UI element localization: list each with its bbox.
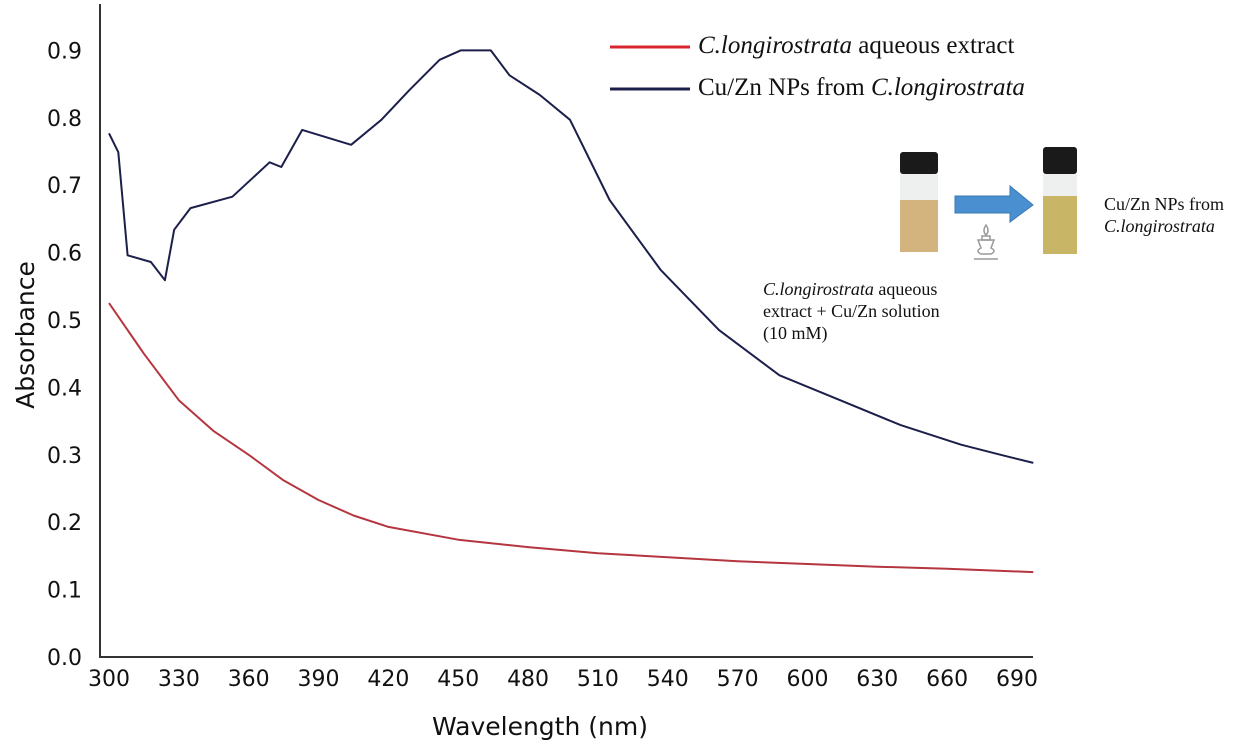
legend-label-nps: Cu/Zn NPs from C.longirostrata — [698, 74, 1025, 101]
x-axis-label: Wavelength (nm) — [432, 712, 648, 741]
legend-label-extract: C.longirostrata aqueous extract — [698, 32, 1015, 59]
x-tick-label: 300 — [88, 667, 130, 692]
x-tick-label: 540 — [647, 667, 689, 692]
y-tick-label: 0.7 — [47, 174, 82, 199]
y-tick-label: 0.2 — [47, 511, 82, 536]
x-tick-label: 330 — [158, 667, 200, 692]
series-line-extract — [108, 302, 1034, 574]
vial-glass — [900, 174, 938, 200]
y-axis-label: Absorbance — [11, 261, 40, 409]
burner-icon — [974, 223, 998, 260]
x-tick-label: 360 — [228, 667, 270, 692]
series-line-nps — [108, 49, 1034, 464]
vial-cap — [1043, 147, 1077, 174]
y-tick-label: 0.3 — [47, 444, 82, 469]
vial-glass — [1043, 174, 1077, 196]
vial-cap — [900, 152, 938, 174]
x-tick-label: 570 — [717, 667, 759, 692]
inset-vials — [900, 147, 1077, 260]
x-tick-label: 510 — [577, 667, 619, 692]
vial-liquid — [1043, 196, 1077, 254]
y-tick-label: 0.5 — [47, 309, 82, 334]
x-tick-label: 600 — [786, 667, 828, 692]
y-tick-label: 0.8 — [47, 107, 82, 132]
inset-caption-left: C.longirostrata aqueous extract + Cu/Zn … — [763, 279, 940, 343]
legend — [610, 45, 690, 91]
series-lines — [108, 49, 1034, 574]
x-tick-label: 660 — [926, 667, 968, 692]
x-tick-label: 480 — [507, 667, 549, 692]
arrow-icon — [954, 184, 1034, 223]
x-tick-label: 630 — [856, 667, 898, 692]
y-tick-label: 0.1 — [47, 579, 82, 604]
x-tick-label: 450 — [437, 667, 479, 692]
y-tick-label: 0.9 — [47, 39, 82, 64]
y-tick-label: 0.4 — [47, 376, 82, 401]
inset-caption-right: Cu/Zn NPs from C.longirostrata — [1104, 194, 1225, 236]
y-tick-label: 0.0 — [47, 646, 82, 671]
x-tick-label: 690 — [996, 667, 1038, 692]
vial-liquid — [900, 200, 938, 252]
y-tick-label: 0.6 — [47, 242, 82, 267]
axes: 300 330 360 390 420 450 480 510 540 570 600 630 660 6… — [47, 4, 1038, 692]
x-tick-label: 390 — [298, 667, 340, 692]
x-tick-label: 420 — [367, 667, 409, 692]
